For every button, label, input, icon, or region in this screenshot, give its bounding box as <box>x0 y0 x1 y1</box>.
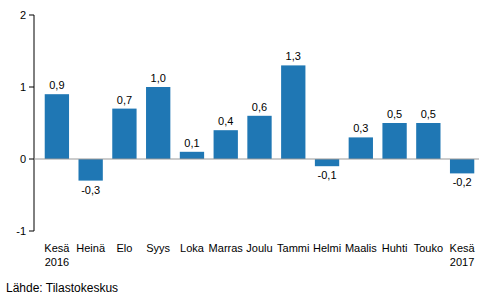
x-tick-label: Helmi <box>313 242 341 254</box>
bar <box>45 94 69 159</box>
data-label: 0,6 <box>252 101 267 113</box>
bar <box>112 109 136 159</box>
data-label: 0,7 <box>117 94 132 106</box>
y-tick-label: 2 <box>20 9 26 21</box>
bar <box>450 159 474 173</box>
y-tick <box>29 87 34 88</box>
x-tick-label-line: Maalis <box>345 242 377 254</box>
x-tick-label-line: Helmi <box>313 242 341 254</box>
data-label: 0,1 <box>184 137 199 149</box>
data-label: 0,5 <box>421 108 436 120</box>
x-tick-label-line: Heinä <box>76 242 106 254</box>
x-tick-label: Kesä 2016 <box>44 242 70 268</box>
x-tick-label-line: Loka <box>180 242 205 254</box>
y-tick-label: -1 <box>16 225 26 237</box>
bar <box>146 87 170 159</box>
bar <box>78 159 102 181</box>
x-tick-label: Joulu <box>246 242 272 254</box>
bar <box>315 159 339 166</box>
x-tick-label-line: 2016 <box>45 256 69 268</box>
y-tick <box>29 231 34 232</box>
y-axis <box>34 15 35 231</box>
x-tick-label-line: 2017 <box>450 256 474 268</box>
bar <box>349 137 373 159</box>
data-label: 0,5 <box>387 108 402 120</box>
bars <box>45 65 475 180</box>
bar <box>180 152 204 159</box>
data-label: 1,0 <box>151 72 166 84</box>
x-tick-label: Loka <box>180 242 205 254</box>
data-label: -0,2 <box>453 176 472 188</box>
x-tick-label-line: Huhti <box>382 242 408 254</box>
x-tick-label: Kesä 2017 <box>450 242 476 268</box>
x-tick-label-line: Tammi <box>277 242 309 254</box>
bar <box>382 123 406 159</box>
bar <box>214 130 238 159</box>
data-label: 0,4 <box>218 115 233 127</box>
x-tick-label: Heinä <box>76 242 106 254</box>
x-tick-label-line: Kesä <box>450 242 476 254</box>
x-tick-label-line: Joulu <box>246 242 272 254</box>
bar <box>247 116 271 159</box>
x-tick-label: Touko <box>414 242 443 254</box>
y-tick-label: 1 <box>20 81 26 93</box>
bar <box>416 123 440 159</box>
data-label: -0,3 <box>81 184 100 196</box>
bar <box>281 65 305 159</box>
y-tick <box>29 15 34 16</box>
x-tick-label: Marras <box>209 242 244 254</box>
x-tick-label: Syys <box>146 242 170 254</box>
x-tick-label-line: Touko <box>414 242 443 254</box>
chart: -1 0 1 2 0,9 -0,3 0,7 1,0 0,1 0,4 0,6 1,3 -0,1 0,3 0,5… <box>0 0 493 304</box>
x-tick-label-line: Kesä <box>44 242 70 254</box>
zero-line <box>34 159 479 160</box>
source: Lähde: Tilastokeskus <box>6 281 118 295</box>
x-tick-label-line: Elo <box>116 242 132 254</box>
x-tick-label-line: Syys <box>146 242 170 254</box>
data-label: 0,3 <box>353 122 368 134</box>
x-tick-label-line: Marras <box>209 242 244 254</box>
x-tick-label: Tammi <box>277 242 309 254</box>
data-label: 0,9 <box>49 79 64 91</box>
data-label: 1,3 <box>286 50 301 62</box>
y-tick-label: 0 <box>20 153 26 165</box>
x-tick-label: Maalis <box>345 242 377 254</box>
x-tick-label: Elo <box>116 242 132 254</box>
y-tick <box>29 159 34 160</box>
x-tick-label: Huhti <box>382 242 408 254</box>
data-label: -0,1 <box>318 169 337 181</box>
